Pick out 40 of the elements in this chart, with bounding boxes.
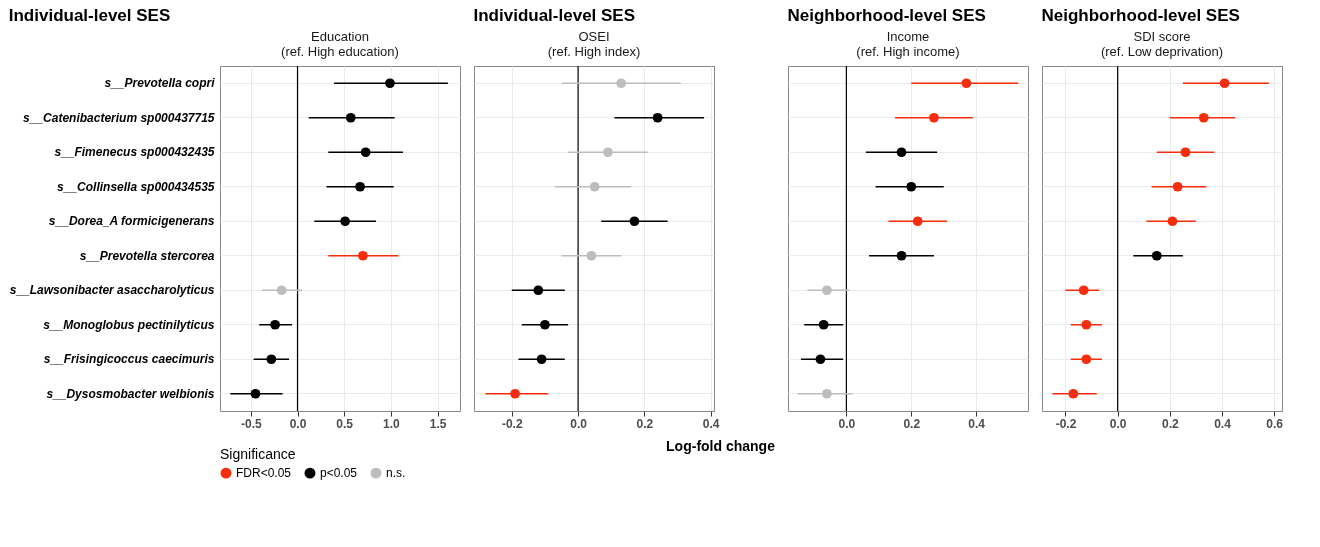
x-tick-label: 1.0 bbox=[383, 416, 401, 431]
x-tick-label: -0.2 bbox=[1055, 416, 1077, 431]
chart-title: Neighborhood-level SES bbox=[787, 5, 986, 25]
legend-label: p<0.05 bbox=[320, 466, 358, 481]
x-tick-label: 0.0 bbox=[838, 416, 856, 431]
y-tick-label: s__Prevotella copri bbox=[104, 76, 216, 91]
x-tick-label: 0.6 bbox=[1266, 416, 1284, 431]
x-tick-label: 0.2 bbox=[903, 416, 921, 431]
y-tick-label: s__Dorea_A formicigenerans bbox=[48, 214, 215, 229]
y-tick-label: s__Fimenecus sp000432435 bbox=[54, 145, 215, 160]
x-tick-label: 0.0 bbox=[289, 416, 307, 431]
x-tick-label: 0.4 bbox=[702, 416, 720, 431]
chart-subtitle: Income (ref. High income) bbox=[856, 29, 960, 60]
x-tick-label: -0.5 bbox=[240, 416, 262, 431]
legend-title: Significance bbox=[220, 446, 296, 462]
chart-subtitle: Education (ref. High education) bbox=[281, 29, 399, 60]
chart-title: Neighborhood-level SES bbox=[1041, 5, 1240, 25]
x-tick-label: 0.4 bbox=[1214, 416, 1232, 431]
x-tick-label: 0.0 bbox=[570, 416, 588, 431]
x-tick-label: -0.2 bbox=[501, 416, 523, 431]
chart-subtitle: OSEI (ref. High index) bbox=[547, 29, 641, 60]
x-tick-label: 0.2 bbox=[1161, 416, 1179, 431]
chart-title: Individual-level SES bbox=[473, 5, 636, 25]
x-tick-label: 0.4 bbox=[968, 416, 986, 431]
y-tick-label: s__Monoglobus pectinilyticus bbox=[43, 317, 215, 332]
x-axis-title: Log-fold change bbox=[666, 437, 776, 454]
y-tick-label: s__Lawsonibacter asaccharolyticus bbox=[9, 283, 215, 298]
x-tick-label: 1.5 bbox=[429, 416, 447, 431]
chart-title: Individual-level SES bbox=[8, 5, 171, 25]
y-tick-label: s__Dysosmobacter welbionis bbox=[46, 386, 215, 401]
x-tick-label: 0.5 bbox=[336, 416, 354, 431]
chart-subtitle: SDI score (ref. Low deprivation) bbox=[1100, 29, 1224, 60]
y-tick-label: s__Collinsella sp000434535 bbox=[57, 179, 215, 194]
x-tick-label: 0.2 bbox=[636, 416, 654, 431]
y-tick-label: s__Catenibacterium sp000437715 bbox=[23, 110, 215, 125]
y-tick-label: s__Frisingicoccus caecimuris bbox=[43, 352, 215, 367]
y-tick-label: s__Prevotella stercorea bbox=[79, 248, 215, 263]
x-tick-label: 0.0 bbox=[1109, 416, 1127, 431]
legend-label: n.s. bbox=[386, 466, 406, 481]
legend-label: FDR<0.05 bbox=[236, 466, 292, 481]
